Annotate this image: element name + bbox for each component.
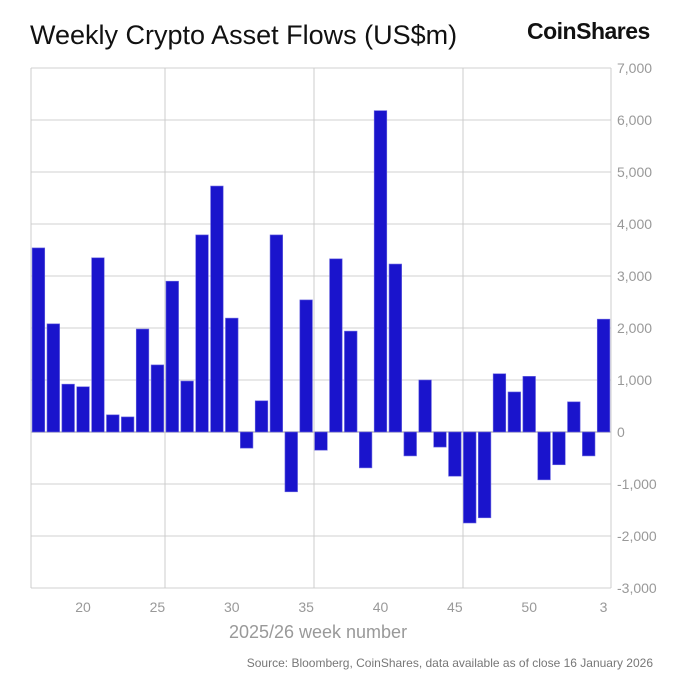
bar-week-22 — [106, 414, 120, 433]
x-tick-label: 3 — [600, 599, 608, 615]
bar-week-49 — [507, 391, 521, 433]
x-tick-label: 20 — [75, 599, 91, 615]
x-tick-label: 30 — [224, 599, 240, 615]
bar-week-27 — [180, 380, 194, 433]
bar-week-25 — [150, 364, 165, 433]
x-axis-label: 2025/26 week number — [229, 622, 407, 642]
bar-week-41 — [388, 263, 402, 433]
bar-week-32 — [254, 400, 269, 433]
coinshares-logo: CoinShares — [527, 18, 650, 44]
y-tick-label: -2,000 — [617, 528, 657, 544]
y-tick-label: -3,000 — [617, 580, 657, 596]
bar-week-2 — [582, 431, 596, 457]
bar-week-31 — [240, 431, 254, 449]
bar-week-39 — [359, 431, 373, 469]
bar-week-17 — [31, 247, 46, 433]
y-tick-label: -1,000 — [617, 476, 657, 492]
source-note: Source: Bloomberg, CoinShares, data avai… — [246, 656, 653, 670]
bar-week-23 — [121, 416, 135, 433]
y-tick-label: 0 — [617, 424, 625, 440]
bar-week-45 — [448, 431, 462, 477]
bar-week-18 — [46, 323, 60, 433]
bar-week-33 — [269, 234, 283, 433]
y-tick-label: 3,000 — [617, 268, 652, 284]
y-tick-label: 7,000 — [617, 60, 652, 76]
bar-week-35 — [299, 299, 313, 433]
x-tick-label: 50 — [521, 599, 537, 615]
bar-week-37 — [329, 258, 343, 433]
bar-week-51 — [537, 431, 551, 481]
bar-week-24 — [135, 328, 150, 433]
bar-week-34 — [284, 431, 298, 493]
bar-week-19 — [61, 383, 75, 433]
bar-week-48 — [492, 373, 507, 433]
bar-week-29 — [210, 185, 224, 433]
x-tick-label: 40 — [373, 599, 389, 615]
y-tick-label: 2,000 — [617, 320, 652, 336]
y-tick-label: 5,000 — [617, 164, 652, 180]
x-tick-label: 45 — [447, 599, 463, 615]
bar-week-46 — [463, 431, 477, 524]
y-tick-label: 4,000 — [617, 216, 652, 232]
bar-week-1 — [567, 401, 581, 433]
bar-week-42 — [403, 431, 417, 457]
bar-week-21 — [91, 257, 105, 433]
bar-week-20 — [76, 386, 90, 433]
y-tick-label: 6,000 — [617, 112, 652, 128]
bar-week-44 — [433, 431, 447, 448]
bar-week-3 — [596, 318, 611, 433]
bar-week-30 — [225, 317, 239, 433]
bar-week-47 — [477, 431, 492, 519]
bar-week-36 — [314, 431, 328, 451]
bar-week-26 — [165, 280, 179, 433]
y-tick-label: 1,000 — [617, 372, 652, 388]
x-tick-label: 25 — [150, 599, 166, 615]
bar-week-38 — [344, 330, 358, 433]
bar-week-40 — [373, 110, 388, 433]
x-tick-label: 35 — [298, 599, 314, 615]
bar-week-52 — [552, 431, 566, 466]
bar-week-50 — [522, 376, 536, 433]
bar-week-28 — [195, 234, 209, 433]
chart-title: Weekly Crypto Asset Flows (US$m) — [30, 20, 458, 50]
bar-week-43 — [418, 379, 432, 433]
